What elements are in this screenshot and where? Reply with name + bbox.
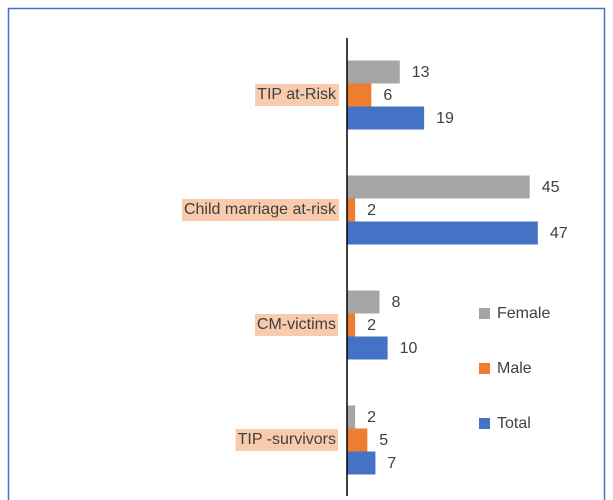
value-label: 47 xyxy=(550,225,568,242)
bar xyxy=(347,290,380,314)
value-label: 2 xyxy=(367,409,376,426)
value-label: 7 xyxy=(387,455,396,472)
value-label: 6 xyxy=(383,87,392,104)
value-label: 5 xyxy=(379,432,388,449)
value-label: 19 xyxy=(436,110,454,127)
category-label: Child marriage at-risk xyxy=(184,201,337,218)
bar xyxy=(347,175,530,199)
category-label: TIP at-Risk xyxy=(257,86,337,103)
bar xyxy=(347,428,368,452)
legend-swatch xyxy=(479,308,490,319)
legend-label: Female xyxy=(497,305,550,322)
legend-label: Total xyxy=(497,415,531,432)
bar xyxy=(347,60,400,84)
bar xyxy=(347,83,372,107)
legend-swatch xyxy=(479,363,490,374)
bar xyxy=(347,336,388,360)
value-label: 2 xyxy=(367,317,376,334)
category-label-bg xyxy=(254,314,338,336)
category-label-bg xyxy=(181,199,339,221)
bar xyxy=(347,405,356,429)
bar xyxy=(347,451,376,475)
value-label: 10 xyxy=(400,340,418,357)
category-label-bg xyxy=(255,84,339,106)
bar xyxy=(347,313,356,337)
value-label: 2 xyxy=(367,202,376,219)
value-label: 8 xyxy=(391,294,400,311)
value-label: 45 xyxy=(542,179,560,196)
category-label: CM-victims xyxy=(257,316,336,333)
legend-swatch xyxy=(479,418,490,429)
legend-label: Male xyxy=(497,360,532,377)
bar xyxy=(347,198,356,222)
bar xyxy=(347,221,538,245)
category-label-bg xyxy=(235,429,338,451)
value-label: 13 xyxy=(412,64,430,81)
category-label: TIP -survivors xyxy=(238,431,336,448)
bar xyxy=(347,106,425,130)
